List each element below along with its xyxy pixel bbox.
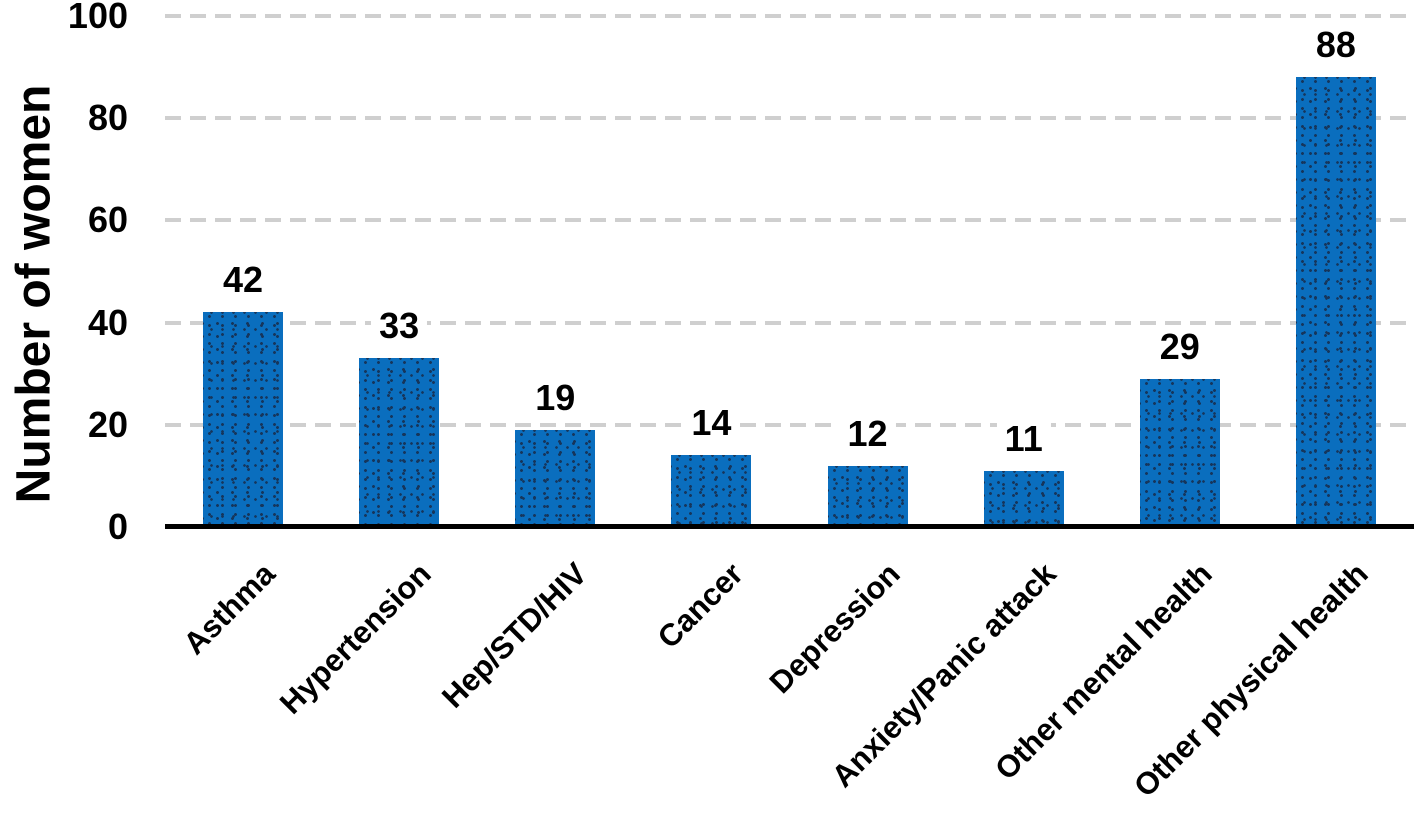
gridline-40 [165, 320, 1414, 325]
y-tick-label: 80 [87, 97, 128, 139]
bar-value-label: 14 [683, 403, 740, 444]
x-tick-label: Asthma [176, 556, 282, 662]
bar-value-label: 19 [527, 377, 584, 418]
y-tick-label: 20 [87, 403, 128, 445]
x-tick-label: Cancer [651, 556, 751, 656]
bar-value-label: 12 [839, 413, 896, 454]
bar [1139, 378, 1220, 527]
x-tick-label: Hep/STD/HIV [435, 556, 595, 715]
bar [515, 429, 596, 527]
y-tick-label: 40 [87, 301, 128, 343]
bar [671, 455, 752, 527]
bar [827, 465, 908, 527]
bar-value-label: 11 [996, 418, 1051, 459]
bar [359, 358, 440, 527]
bar-value-label: 33 [371, 306, 428, 347]
bar [983, 470, 1064, 527]
y-tick-label: 0 [107, 506, 128, 547]
bar-value-label: 88 [1307, 25, 1364, 66]
gridline-60 [165, 218, 1414, 223]
x-tick-label: Hypertension [273, 556, 438, 721]
x-axis-line [165, 524, 1414, 529]
bar [1295, 77, 1376, 527]
y-tick-label: 100 [67, 0, 128, 36]
bar-value-label: 29 [1151, 326, 1208, 367]
bar [203, 312, 284, 527]
gridline-80 [165, 116, 1414, 121]
gridline-20 [165, 422, 1414, 427]
bar-value-label: 42 [215, 260, 272, 301]
y-tick-label: 60 [87, 199, 128, 241]
gridline-100 [165, 14, 1414, 18]
x-tick-label: Depression [762, 556, 907, 701]
